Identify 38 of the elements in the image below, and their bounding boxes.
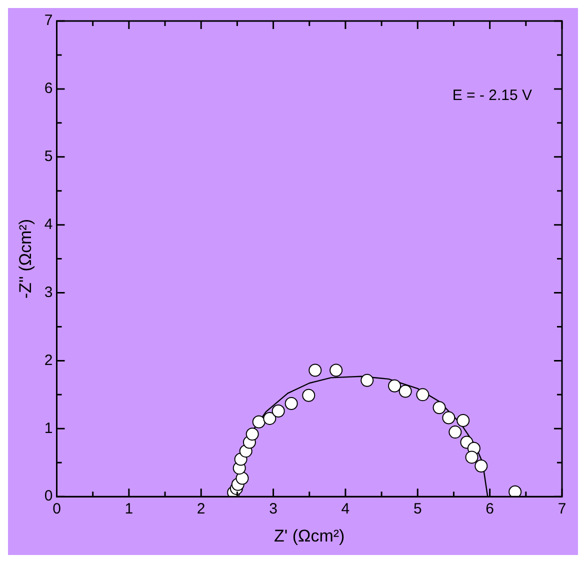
point bbox=[432, 401, 446, 414]
y-tick-label: 3 bbox=[44, 284, 53, 301]
x-tick-label: 7 bbox=[558, 500, 566, 518]
x-tick-label: 2 bbox=[196, 500, 206, 518]
y-tick-label: 7 bbox=[44, 12, 53, 30]
y-tick-label: 1 bbox=[44, 420, 53, 437]
point bbox=[474, 460, 488, 473]
point bbox=[360, 374, 374, 387]
point bbox=[308, 364, 322, 377]
x-axis-title: Z' (Ωcm²) bbox=[274, 526, 345, 546]
point bbox=[398, 384, 412, 398]
annotation: E = - 2.15 V bbox=[452, 87, 532, 104]
point bbox=[508, 485, 522, 497]
y-tick-label: 4 bbox=[44, 216, 53, 233]
y-tick-label: 5 bbox=[44, 148, 53, 166]
point bbox=[236, 472, 249, 485]
x-tick-label: 4 bbox=[341, 500, 350, 518]
x-tick-label: 5 bbox=[413, 500, 422, 518]
x-tick-label: 6 bbox=[486, 500, 494, 518]
point bbox=[388, 379, 402, 392]
point bbox=[284, 397, 298, 410]
y-tick-label: 2 bbox=[44, 352, 53, 369]
point bbox=[456, 414, 470, 428]
point bbox=[442, 411, 456, 424]
point bbox=[302, 388, 316, 402]
point bbox=[272, 404, 285, 418]
x-tick-label: 1 bbox=[124, 500, 134, 518]
point bbox=[416, 388, 430, 402]
y-tick-label: 6 bbox=[44, 80, 53, 98]
y-axis-title: -Z'' (Ωcm²) bbox=[16, 218, 35, 299]
point bbox=[330, 364, 343, 377]
point bbox=[252, 415, 266, 428]
point bbox=[263, 412, 276, 425]
point bbox=[465, 450, 478, 464]
point bbox=[448, 426, 462, 439]
y-tick-label: 0 bbox=[44, 488, 53, 505]
point bbox=[246, 428, 259, 441]
x-tick-label: 3 bbox=[269, 500, 278, 518]
